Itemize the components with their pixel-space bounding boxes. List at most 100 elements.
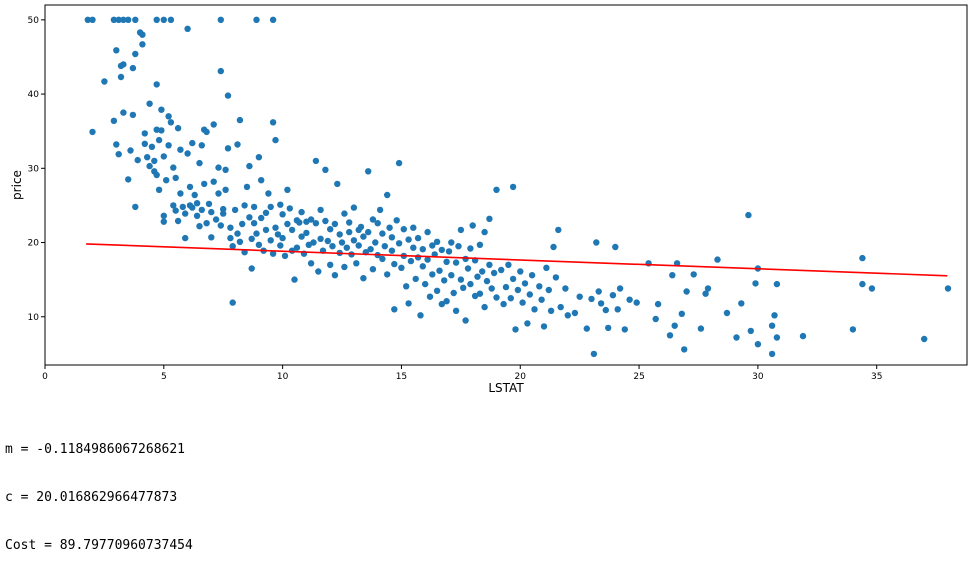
data-point xyxy=(231,206,239,214)
data-point xyxy=(246,162,253,170)
data-point xyxy=(690,271,697,278)
data-point xyxy=(448,239,455,246)
data-point xyxy=(253,16,260,23)
data-point xyxy=(452,259,460,266)
data-point xyxy=(400,226,407,233)
data-point xyxy=(868,285,876,292)
y-axis-label: price xyxy=(10,170,24,200)
data-point xyxy=(433,238,441,245)
x-tick-label: 20 xyxy=(515,372,527,382)
data-point xyxy=(381,243,388,250)
data-point xyxy=(419,263,426,270)
y-tick-label: 50 xyxy=(28,16,40,26)
data-point xyxy=(269,119,277,126)
data-point xyxy=(571,309,579,317)
data-point xyxy=(626,296,633,303)
data-point xyxy=(509,183,517,191)
data-point xyxy=(165,113,172,120)
data-point xyxy=(669,272,676,279)
data-point xyxy=(224,145,232,152)
data-point xyxy=(167,119,175,126)
data-point xyxy=(172,207,179,214)
data-point xyxy=(89,16,96,23)
data-point xyxy=(160,212,167,219)
data-point xyxy=(509,275,517,283)
data-point xyxy=(450,289,457,297)
data-point xyxy=(132,203,139,211)
data-point xyxy=(714,256,721,263)
data-point xyxy=(255,241,263,248)
data-point xyxy=(360,233,367,240)
data-point xyxy=(365,228,372,236)
data-point xyxy=(681,346,688,353)
data-point xyxy=(144,154,151,161)
data-point xyxy=(605,324,612,332)
data-point xyxy=(536,283,543,290)
data-point xyxy=(125,16,132,23)
x-tick-label: 35 xyxy=(871,372,882,382)
data-point xyxy=(127,147,134,154)
data-point xyxy=(486,215,493,222)
data-point xyxy=(170,202,177,209)
data-point xyxy=(210,178,217,185)
data-point xyxy=(481,228,488,236)
data-point xyxy=(215,164,222,171)
cost-output: Cost = 89.79770960737454 xyxy=(5,538,193,553)
data-point xyxy=(236,238,244,245)
data-point xyxy=(160,16,167,23)
x-tick-label: 10 xyxy=(277,372,289,382)
data-point xyxy=(307,260,315,267)
data-point xyxy=(519,299,526,306)
data-point xyxy=(208,208,215,216)
data-point xyxy=(576,293,583,300)
data-point xyxy=(177,190,184,197)
data-point xyxy=(163,177,170,184)
data-point xyxy=(683,288,690,295)
data-point xyxy=(315,268,322,275)
data-point xyxy=(141,140,148,147)
data-point xyxy=(155,186,163,193)
data-point xyxy=(198,206,205,214)
data-point xyxy=(859,280,866,288)
data-point xyxy=(139,41,146,48)
data-point xyxy=(666,332,674,339)
data-point xyxy=(212,216,220,223)
y-tick-label: 10 xyxy=(28,313,40,323)
data-point xyxy=(469,222,476,229)
data-point xyxy=(265,190,272,197)
data-point xyxy=(196,159,203,167)
data-point xyxy=(153,171,160,179)
data-point xyxy=(158,106,165,113)
data-point xyxy=(859,254,866,262)
data-point xyxy=(678,310,685,317)
data-point xyxy=(201,180,208,188)
data-point xyxy=(445,248,453,255)
data-point xyxy=(391,306,398,313)
data-point xyxy=(272,136,279,144)
data-point xyxy=(521,280,529,287)
data-point xyxy=(203,220,210,227)
data-point xyxy=(498,266,505,274)
data-point xyxy=(217,16,224,23)
data-point xyxy=(593,239,600,246)
data-point xyxy=(298,208,305,216)
data-point xyxy=(379,255,386,263)
data-point xyxy=(849,326,857,333)
data-point xyxy=(405,236,412,243)
data-point xyxy=(493,294,500,301)
data-point xyxy=(220,210,227,217)
data-point xyxy=(139,31,146,38)
data-point xyxy=(153,126,160,133)
data-point xyxy=(243,183,251,191)
data-point xyxy=(346,219,353,226)
data-point xyxy=(205,200,213,208)
data-point xyxy=(502,283,510,291)
data-point xyxy=(443,298,450,305)
data-point xyxy=(334,180,341,188)
data-point xyxy=(322,166,329,173)
data-point xyxy=(274,231,282,238)
data-point xyxy=(134,156,141,164)
data-point xyxy=(193,212,201,219)
data-point xyxy=(367,246,374,253)
data-point xyxy=(267,237,274,244)
